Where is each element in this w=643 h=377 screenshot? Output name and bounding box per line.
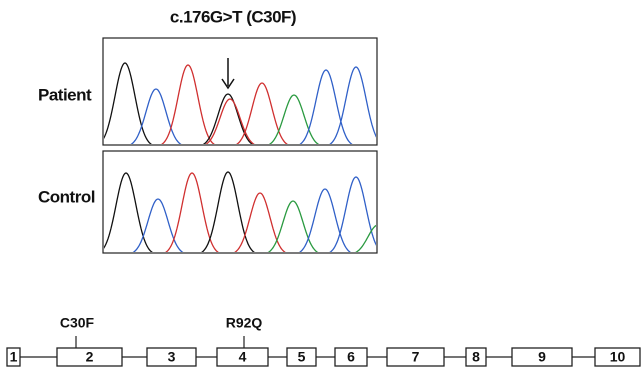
trace-frame xyxy=(103,38,377,145)
trace-peak xyxy=(295,189,355,254)
variant-label: C30F xyxy=(60,315,95,331)
panel-label: Patient xyxy=(38,85,92,104)
trace-peak xyxy=(96,173,156,254)
exon-label: 6 xyxy=(347,349,355,365)
trace-peak xyxy=(230,193,290,254)
exon-label: 8 xyxy=(472,349,480,365)
trace-peak xyxy=(348,225,408,255)
arrow xyxy=(222,58,234,88)
trace-peak xyxy=(296,70,356,146)
exon-label: 1 xyxy=(10,349,18,365)
trace-peak xyxy=(198,172,258,254)
exon-label: 2 xyxy=(86,349,94,365)
exon-label: 7 xyxy=(412,349,420,365)
trace-peak xyxy=(95,63,155,146)
trace-peak xyxy=(162,173,222,254)
chromatogram xyxy=(95,63,386,147)
exon-label: 3 xyxy=(168,349,176,365)
variant-label: R92Q xyxy=(226,315,263,331)
panel-label: Control xyxy=(38,187,95,206)
exon-label: 9 xyxy=(538,349,546,365)
exon-label: 5 xyxy=(298,349,306,365)
trace-peak xyxy=(263,201,323,254)
title: c.176G>T (C30F) xyxy=(170,7,296,26)
trace-peak xyxy=(232,83,292,146)
figure: c.176G>T (C30F) Patient Control 1 2 3 4 5 6 7 8… xyxy=(0,0,643,377)
exon-label: 10 xyxy=(610,349,626,365)
gene: 1 2 3 4 5 6 7 8 9 10 C30F R92Q xyxy=(7,315,640,366)
chromatogram xyxy=(96,172,408,255)
exon-label: 4 xyxy=(239,349,247,365)
trace-peak xyxy=(158,65,218,146)
